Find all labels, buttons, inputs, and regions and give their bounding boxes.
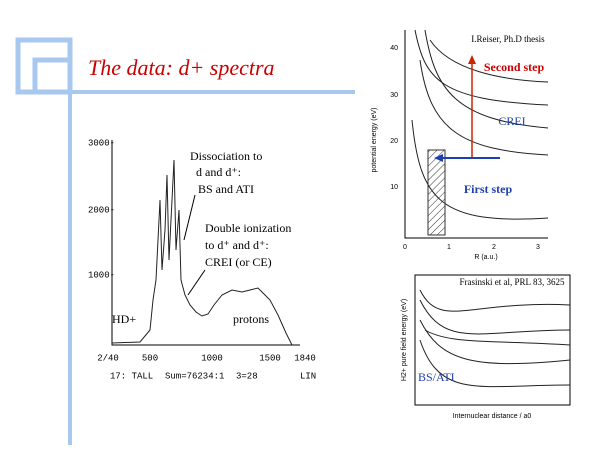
slide-title: The data: d+ spectra — [88, 55, 275, 80]
top-right-plot: 40 30 20 10 0 1 2 3 R (a.u.) potential e… — [355, 15, 560, 267]
annotation: protons — [233, 312, 269, 326]
annotation: BS/ATI — [418, 370, 455, 384]
x-axis-label: Internuclear distance / a0 — [453, 413, 532, 420]
x-tick-label: 1 — [447, 244, 451, 251]
annotation: Dissociation to — [190, 149, 262, 163]
x-tick-label: 1500 — [259, 353, 281, 363]
bottom-right-plot: Frasinski et al, PRL 83, 3625 BS/ATI Int… — [395, 266, 580, 422]
footer-text: LIN — [300, 371, 316, 381]
annotation: CREI — [498, 114, 525, 128]
footer-text: 17: TALL — [110, 371, 153, 381]
x-tick-label: 1000 — [201, 353, 223, 363]
arrow — [187, 269, 206, 296]
y-axis-label: H2+ pure field energy (eV) — [401, 299, 408, 381]
y-tick-label: 20 — [390, 138, 398, 145]
annotation: CREI (or CE) — [205, 255, 272, 269]
footer-text: Sum=76234:1 — [165, 371, 224, 381]
x-tick-label: 3 — [536, 244, 540, 251]
annotation: Second step — [484, 60, 545, 74]
arrow — [183, 194, 196, 241]
credit: I.Reiser, Ph.D thesis — [471, 34, 545, 44]
left-plot: 3000- 2000- 1000- 2/40 500 1000 1500 184… — [88, 132, 322, 392]
x-tick-label: 0 — [403, 244, 407, 251]
annotation: First step — [464, 182, 513, 196]
y-tick-label: 40 — [390, 45, 398, 52]
credit: Frasinski et al, PRL 83, 3625 — [460, 277, 565, 287]
annotation: Double ionization — [205, 221, 291, 235]
decor — [15, 37, 360, 445]
footer-text: 3=28 — [236, 371, 258, 381]
y-tick-label: 10 — [390, 184, 398, 191]
annotation: BS and ATI — [198, 182, 254, 196]
x-tick-label: 2 — [492, 244, 496, 251]
y-tick-label: 2000- — [88, 205, 115, 215]
annotation: to d⁺ and d⁺: — [205, 238, 269, 252]
y-tick-label: 3000- — [88, 138, 115, 148]
y-axis-label: potential energy (eV) — [371, 108, 378, 173]
x-axis-label: R (a.u.) — [474, 254, 497, 261]
x-tick-label: 2/40 — [97, 353, 119, 363]
annotation: HD+ — [112, 312, 136, 326]
y-tick-label: 30 — [390, 92, 398, 99]
x-tick-label: 500 — [142, 353, 158, 363]
annotation: d and d⁺: — [196, 165, 241, 179]
y-tick-label: 1000- — [88, 270, 115, 280]
x-tick-label: 1840 — [294, 353, 316, 363]
